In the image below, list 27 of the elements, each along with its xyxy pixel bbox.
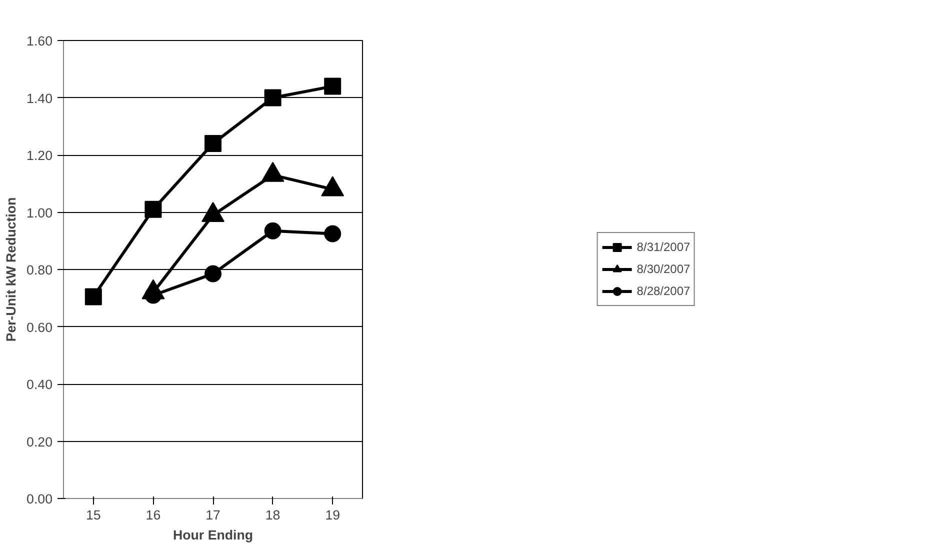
y-tick-label: 0.60 xyxy=(26,320,53,335)
y-axis-title: Per-Unit kW Reduction xyxy=(4,197,19,342)
x-tick-label: 19 xyxy=(325,508,340,522)
point xyxy=(264,222,282,240)
point xyxy=(324,225,342,242)
x-tick-label: 16 xyxy=(146,508,161,522)
x-tick-label: 17 xyxy=(206,508,220,522)
point xyxy=(264,89,282,106)
y-tick-label: 1.40 xyxy=(26,90,53,106)
y-tick-label: 1.20 xyxy=(26,148,53,163)
x-axis-title: Hour Ending xyxy=(173,528,253,542)
y-tick-label: 1.00 xyxy=(26,205,53,220)
y-tick-label: 0.80 xyxy=(26,262,53,278)
point xyxy=(324,78,342,95)
y-tick-label: 0.20 xyxy=(26,434,53,450)
y-tick-label: 0.00 xyxy=(26,492,53,506)
point xyxy=(84,288,102,306)
y-tick-label: 1.60 xyxy=(26,34,53,48)
point xyxy=(204,265,222,282)
legend-label: 8/28/2007 xyxy=(636,284,690,298)
x-tick-label: 15 xyxy=(86,508,101,522)
point xyxy=(144,200,162,218)
legend-label: 8/31/2007 xyxy=(636,240,690,254)
x-tick-label: 18 xyxy=(265,508,280,522)
point xyxy=(204,135,222,152)
legend-label: 8/30/2007 xyxy=(636,262,690,276)
y-tick-label: 0.40 xyxy=(26,377,53,392)
